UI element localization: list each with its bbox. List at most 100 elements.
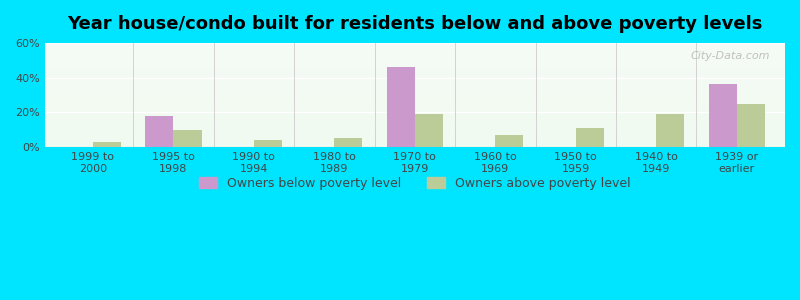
Bar	[45, 71, 785, 72]
Bar	[45, 112, 785, 113]
Bar	[386, 67, 415, 147]
Bar	[45, 139, 785, 140]
Bar	[415, 114, 443, 147]
Bar	[45, 62, 785, 63]
Bar	[45, 83, 785, 85]
Title: Year house/condo built for residents below and above poverty levels: Year house/condo built for residents bel…	[67, 15, 762, 33]
Bar	[45, 118, 785, 119]
Bar	[334, 138, 362, 147]
Bar	[45, 77, 785, 78]
Bar	[45, 138, 785, 139]
Bar	[45, 63, 785, 64]
Bar	[45, 75, 785, 76]
Bar	[45, 109, 785, 110]
Bar	[45, 131, 785, 133]
Bar	[45, 54, 785, 56]
Bar	[174, 130, 202, 147]
Bar	[576, 128, 604, 147]
Bar	[45, 107, 785, 109]
Bar	[45, 116, 785, 117]
Bar	[45, 68, 785, 69]
Bar	[45, 100, 785, 101]
Bar	[45, 135, 785, 136]
Bar	[45, 119, 785, 120]
Bar	[495, 135, 523, 147]
Bar	[45, 92, 785, 93]
Bar	[45, 51, 785, 52]
Bar	[45, 61, 785, 62]
Bar	[45, 141, 785, 142]
Bar	[45, 134, 785, 135]
Bar	[45, 137, 785, 138]
Bar	[45, 129, 785, 130]
Bar	[709, 84, 737, 147]
Bar	[45, 56, 785, 58]
Bar	[45, 99, 785, 100]
Bar	[45, 88, 785, 89]
Bar	[45, 106, 785, 107]
Bar	[45, 85, 785, 86]
Bar	[45, 101, 785, 102]
Bar	[45, 87, 785, 88]
Bar	[45, 143, 785, 144]
Bar	[656, 114, 685, 147]
Bar	[45, 130, 785, 131]
Bar	[45, 73, 785, 74]
Bar	[45, 144, 785, 145]
Bar	[45, 45, 785, 46]
Bar	[45, 48, 785, 49]
Bar	[45, 60, 785, 61]
Bar	[45, 125, 785, 126]
Bar	[45, 127, 785, 128]
Bar	[45, 121, 785, 122]
Bar	[45, 50, 785, 51]
Bar	[45, 89, 785, 90]
Bar	[45, 91, 785, 92]
Bar	[45, 133, 785, 134]
Bar	[45, 72, 785, 73]
Bar	[45, 65, 785, 66]
Bar	[45, 128, 785, 129]
Bar	[45, 105, 785, 106]
Bar	[45, 103, 785, 104]
Bar	[45, 70, 785, 71]
Bar	[45, 140, 785, 141]
Bar	[45, 111, 785, 112]
Bar	[45, 85, 785, 87]
Bar	[45, 98, 785, 99]
Bar	[45, 113, 785, 114]
Bar	[254, 140, 282, 147]
Bar	[45, 47, 785, 48]
Bar	[45, 53, 785, 54]
Bar	[45, 78, 785, 80]
Bar	[45, 93, 785, 94]
Bar	[45, 123, 785, 124]
Bar	[45, 110, 785, 111]
Bar	[45, 104, 785, 105]
Legend: Owners below poverty level, Owners above poverty level: Owners below poverty level, Owners above…	[194, 172, 636, 195]
Bar	[45, 115, 785, 116]
Bar	[45, 52, 785, 53]
Bar	[45, 43, 785, 44]
Bar	[45, 122, 785, 123]
Bar	[45, 96, 785, 97]
Bar	[45, 136, 785, 137]
Bar	[93, 142, 121, 147]
Bar	[45, 80, 785, 82]
Bar	[737, 104, 765, 147]
Bar	[45, 146, 785, 147]
Bar	[45, 95, 785, 96]
Bar	[45, 66, 785, 67]
Bar	[45, 49, 785, 50]
Bar	[45, 64, 785, 65]
Bar	[45, 58, 785, 60]
Bar	[45, 82, 785, 83]
Bar	[45, 44, 785, 45]
Bar	[45, 120, 785, 121]
Bar	[45, 145, 785, 146]
Bar	[45, 142, 785, 143]
Bar	[45, 90, 785, 91]
Bar	[45, 46, 785, 47]
Bar	[45, 76, 785, 77]
Bar	[45, 74, 785, 75]
